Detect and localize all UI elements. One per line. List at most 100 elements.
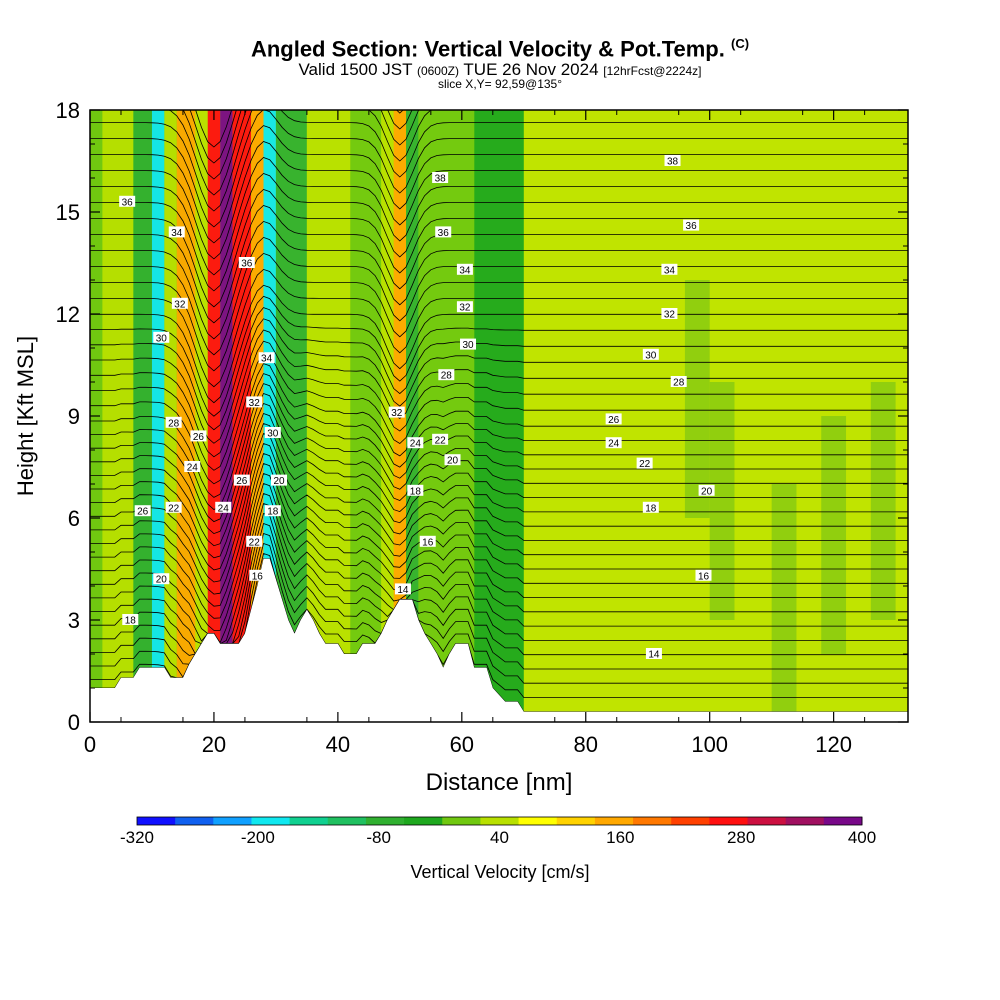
theta-label-bg-43	[698, 484, 715, 496]
theta-label-41: 24	[608, 439, 620, 450]
theta-contour-7	[90, 492, 908, 645]
colorbar-swatch-2	[213, 817, 252, 825]
colorbar-swatch-8	[442, 817, 481, 825]
theta-label-7: 22	[168, 503, 180, 514]
theta-label-24: 32	[459, 303, 471, 314]
theta-label-bg-21	[432, 172, 449, 183]
theta-contour-33	[90, 189, 908, 308]
colorbar-swatch-10	[518, 817, 558, 825]
theta-label-36: 34	[664, 265, 676, 276]
theta-contour-15	[90, 412, 908, 559]
colorbar-swatch-3	[251, 817, 291, 825]
theta-contour-31	[90, 220, 908, 340]
colorbar-label: Vertical Velocity [cm/s]	[410, 862, 590, 882]
colorbar-tick-label-4: 160	[606, 828, 634, 847]
theta-contour-25	[90, 307, 908, 431]
theta-label-bg-36	[661, 263, 678, 275]
theta-label-34: 38	[667, 157, 679, 168]
theta-label-bg-29	[432, 433, 449, 445]
theta-contour-12	[90, 442, 908, 595]
y-tick-label-6: 18	[56, 98, 80, 123]
theta-contour-23	[90, 329, 908, 458]
theta-label-16: 24	[218, 503, 230, 514]
theta-label-bg-35	[683, 219, 700, 231]
x-tick-label-0: 0	[84, 732, 96, 757]
theta-label-bg-33	[394, 583, 411, 595]
theta-label-2: 32	[174, 299, 186, 310]
theta-contour-27	[90, 284, 908, 404]
x-tick-label-1: 20	[202, 732, 226, 757]
theta-label-29: 22	[435, 435, 447, 446]
colorbar-swatch-18	[823, 817, 863, 825]
theta-contour-36	[90, 141, 908, 260]
theta-contour-21	[90, 351, 908, 485]
theta-contour-14	[90, 422, 908, 571]
terrain-mask	[90, 558, 908, 722]
theta-label-46: 14	[648, 650, 660, 661]
theta-label-bg-23	[456, 263, 473, 275]
theta-label-8: 26	[137, 507, 149, 518]
velocity-column-4	[176, 110, 196, 722]
terrain	[90, 558, 908, 722]
theta-label-27: 32	[391, 408, 403, 419]
chart-subtitle-slice: slice X,Y= 92,59@135°	[437, 77, 563, 91]
theta-label-37: 32	[664, 310, 676, 321]
theta-label-bg-34	[664, 155, 681, 166]
theta-label-13: 32	[249, 398, 261, 409]
theta-label-bg-20	[249, 569, 266, 581]
y-axis-label: Height [Kft MSL]	[13, 336, 38, 496]
theta-label-bg-19	[246, 535, 263, 547]
y-tick-label-0: 0	[68, 710, 80, 735]
y-tick-label-1: 3	[68, 608, 80, 633]
y-tick-label-4: 12	[56, 302, 80, 327]
velocity-column-14	[381, 110, 394, 722]
theta-label-bg-27	[388, 406, 405, 418]
chart-title: Angled Section: Vertical Velocity & Pot.…	[250, 36, 750, 62]
theta-label-3: 30	[156, 333, 168, 344]
theta-contour-32	[90, 205, 908, 324]
colorbar-swatch-7	[404, 817, 443, 825]
colorbar-swatch-11	[556, 817, 596, 825]
potential-temperature-contours	[90, 110, 908, 713]
theta-contour-43	[195, 110, 404, 148]
theta-contour-28	[90, 268, 908, 388]
colorbar-swatch-6	[365, 817, 405, 825]
theta-label-bg-31	[407, 484, 424, 496]
theta-label-42: 22	[639, 459, 651, 470]
theta-label-bg-0	[119, 195, 136, 207]
theta-contour-39	[90, 110, 908, 212]
theta-contour-38	[90, 110, 908, 228]
theta-label-bg-22	[435, 226, 452, 238]
velocity-column-12	[306, 110, 351, 722]
theta-contour-34	[90, 173, 908, 292]
theta-label-bg-16	[215, 501, 232, 513]
theta-label-28: 24	[410, 439, 422, 450]
theta-label-39: 28	[673, 378, 685, 389]
theta-label-bg-9	[153, 573, 170, 585]
theta-label-6: 24	[187, 463, 199, 474]
y-tick-label-3: 9	[68, 404, 80, 429]
theta-label-5: 26	[193, 432, 205, 443]
velocity-column-2	[151, 110, 165, 722]
velocity-column-16	[406, 110, 419, 722]
colorbar-tick-label-0: -320	[120, 828, 154, 847]
theta-contour-10	[90, 462, 908, 619]
theta-label-14: 30	[267, 429, 279, 440]
theta-label-15: 26	[236, 476, 248, 487]
theta-label-bg-18	[264, 505, 281, 517]
theta-label-11: 36	[241, 259, 253, 270]
theta-contour-29	[90, 252, 908, 372]
theta-label-bg-12	[258, 352, 275, 364]
theta-contour-30	[90, 236, 908, 356]
theta-label-bg-4	[165, 416, 182, 428]
colorbar-swatch-5	[327, 817, 367, 825]
y-tick-label-2: 6	[68, 506, 80, 531]
theta-contour-35	[90, 157, 908, 276]
theta-contour-37	[90, 125, 908, 244]
x-tick-label-3: 60	[450, 732, 474, 757]
theta-label-bg-14	[264, 427, 281, 438]
theta-label-bg-42	[636, 457, 653, 469]
theta-label-30: 20	[447, 456, 459, 467]
theta-label-1: 34	[171, 228, 183, 239]
